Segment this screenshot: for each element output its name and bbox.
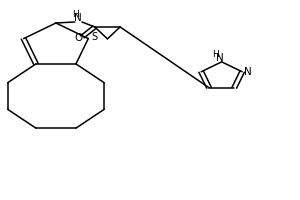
Text: N: N bbox=[244, 67, 251, 77]
Text: H: H bbox=[72, 10, 79, 19]
Text: O: O bbox=[74, 33, 82, 43]
Text: N: N bbox=[216, 53, 224, 63]
Text: H: H bbox=[212, 50, 218, 59]
Text: S: S bbox=[92, 32, 98, 42]
Text: N: N bbox=[74, 13, 82, 23]
